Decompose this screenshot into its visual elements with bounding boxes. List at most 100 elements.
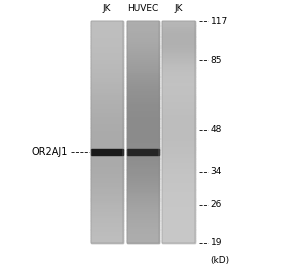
Bar <box>127 27 159 30</box>
Bar <box>162 130 195 132</box>
Bar <box>91 98 123 101</box>
Bar <box>162 223 195 225</box>
Bar <box>91 152 123 154</box>
Bar <box>127 87 159 90</box>
Bar <box>91 125 123 128</box>
Bar <box>91 81 123 83</box>
Bar <box>162 167 195 170</box>
Bar <box>91 130 123 132</box>
Bar <box>91 232 123 234</box>
Bar <box>162 218 195 221</box>
Bar <box>162 161 195 163</box>
Bar <box>127 65 159 68</box>
Bar <box>162 94 195 97</box>
Bar <box>127 185 159 187</box>
Bar <box>127 76 159 79</box>
Bar <box>91 25 123 28</box>
Bar <box>162 32 195 34</box>
Bar <box>162 112 195 114</box>
Bar <box>91 187 123 190</box>
Bar <box>162 138 195 141</box>
Bar <box>127 103 159 105</box>
Bar <box>162 203 195 205</box>
Bar <box>91 83 123 86</box>
Bar <box>127 74 159 77</box>
Bar <box>91 94 123 97</box>
Bar <box>127 23 159 26</box>
Bar <box>91 136 123 139</box>
Bar <box>162 194 195 196</box>
Bar <box>127 169 159 172</box>
Bar <box>91 234 123 236</box>
Bar <box>162 136 195 139</box>
Bar <box>162 43 195 45</box>
Bar <box>91 203 123 205</box>
Bar <box>91 43 123 45</box>
Bar <box>91 156 123 159</box>
Bar <box>127 21 159 243</box>
Bar <box>162 121 195 123</box>
Bar <box>91 119 123 121</box>
Bar <box>162 67 195 70</box>
Bar <box>91 181 123 183</box>
Bar <box>127 54 159 56</box>
Bar <box>162 196 195 199</box>
Bar <box>91 154 123 156</box>
Bar <box>91 145 123 148</box>
Bar <box>127 203 159 205</box>
Bar <box>162 96 195 99</box>
Bar <box>162 238 195 241</box>
Bar <box>91 223 123 225</box>
Bar <box>162 225 195 227</box>
Bar <box>127 229 159 232</box>
Bar <box>162 172 195 174</box>
Bar <box>127 72 159 74</box>
Bar <box>162 36 195 39</box>
Bar <box>127 236 159 238</box>
Bar <box>127 134 159 136</box>
Bar <box>127 101 159 103</box>
Bar <box>127 227 159 230</box>
Bar <box>162 158 195 161</box>
Bar <box>162 165 195 167</box>
Bar <box>91 176 123 178</box>
Bar <box>127 147 159 150</box>
Bar <box>91 50 123 52</box>
Bar <box>91 72 123 74</box>
Bar <box>162 207 195 210</box>
Bar <box>162 200 195 203</box>
Bar <box>127 163 159 165</box>
Bar <box>127 200 159 203</box>
Bar <box>162 85 195 88</box>
Bar <box>162 34 195 37</box>
Bar <box>127 85 159 88</box>
Text: 19: 19 <box>211 238 222 247</box>
Bar <box>162 205 195 208</box>
Bar <box>91 138 123 141</box>
Bar <box>127 114 159 116</box>
Bar <box>162 185 195 187</box>
Bar <box>127 89 159 92</box>
Bar <box>162 87 195 90</box>
Bar <box>127 30 159 32</box>
Bar <box>127 50 159 52</box>
Bar <box>162 154 195 156</box>
Bar <box>127 112 159 114</box>
Bar <box>162 187 195 190</box>
Bar <box>91 205 123 208</box>
Bar <box>162 125 195 128</box>
Text: OR2AJ1: OR2AJ1 <box>31 147 68 157</box>
Bar <box>91 163 123 165</box>
Text: HUVEC: HUVEC <box>127 4 158 13</box>
Bar <box>91 209 123 212</box>
Bar <box>162 114 195 116</box>
Bar <box>91 149 123 155</box>
Bar <box>91 121 123 123</box>
Bar <box>127 96 159 99</box>
Bar <box>127 110 159 112</box>
Bar <box>91 23 123 26</box>
Bar <box>91 214 123 216</box>
Bar <box>91 218 123 221</box>
Bar <box>162 189 195 192</box>
Bar <box>91 56 123 59</box>
